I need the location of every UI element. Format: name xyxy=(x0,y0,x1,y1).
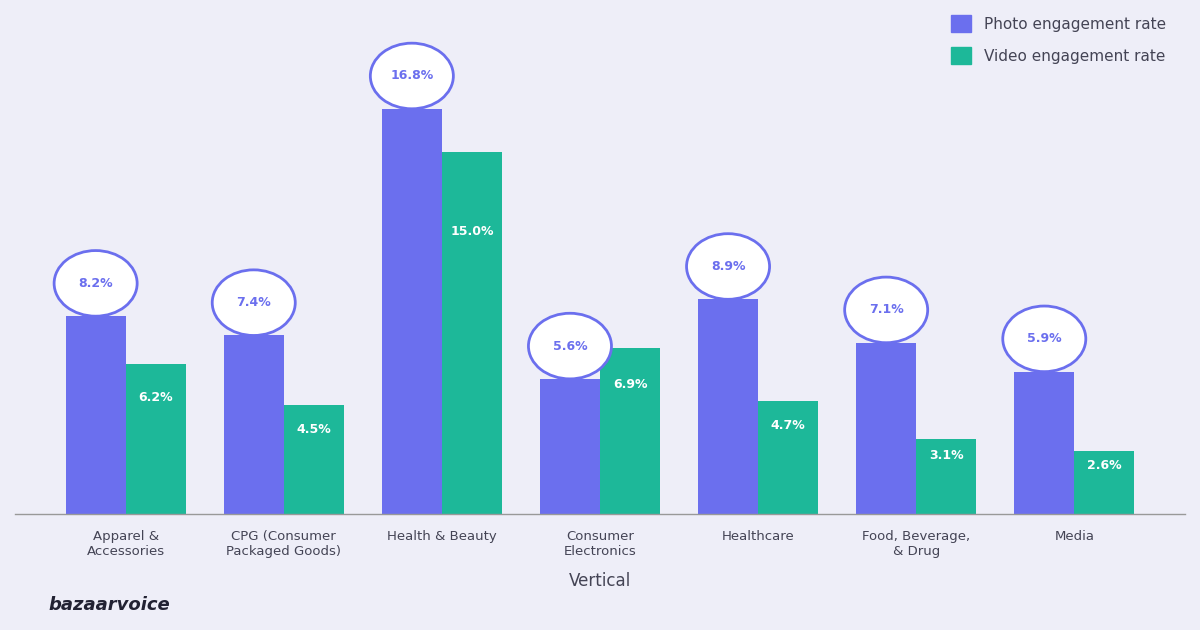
Bar xyxy=(540,379,600,514)
Ellipse shape xyxy=(371,43,454,109)
Bar xyxy=(283,406,344,514)
Legend: Photo engagement rate, Video engagement rate: Photo engagement rate, Video engagement … xyxy=(952,15,1165,64)
Bar xyxy=(856,343,917,514)
Bar xyxy=(66,316,126,514)
Bar xyxy=(758,401,818,514)
Text: 16.8%: 16.8% xyxy=(390,69,433,83)
Text: 6.2%: 6.2% xyxy=(138,391,173,404)
Text: 5.9%: 5.9% xyxy=(1027,333,1062,345)
Text: 5.6%: 5.6% xyxy=(553,340,587,353)
Text: 15.0%: 15.0% xyxy=(450,226,493,238)
Bar xyxy=(442,152,502,514)
Bar xyxy=(126,364,186,514)
Bar xyxy=(382,109,442,514)
Text: 7.1%: 7.1% xyxy=(869,304,904,316)
Ellipse shape xyxy=(1003,306,1086,372)
Bar xyxy=(223,336,283,514)
Ellipse shape xyxy=(54,251,137,316)
Text: 6.9%: 6.9% xyxy=(613,377,647,391)
Text: 2.6%: 2.6% xyxy=(1087,459,1122,471)
Ellipse shape xyxy=(528,313,612,379)
Text: 3.1%: 3.1% xyxy=(929,449,964,462)
Ellipse shape xyxy=(845,277,928,343)
Ellipse shape xyxy=(212,270,295,336)
Bar xyxy=(600,348,660,514)
Bar xyxy=(1074,451,1134,514)
Text: 4.7%: 4.7% xyxy=(770,419,805,432)
Bar xyxy=(698,299,758,514)
Text: 8.9%: 8.9% xyxy=(710,260,745,273)
Text: 7.4%: 7.4% xyxy=(236,296,271,309)
Text: 8.2%: 8.2% xyxy=(78,277,113,290)
Text: 4.5%: 4.5% xyxy=(296,423,331,436)
Text: bazaarvoice: bazaarvoice xyxy=(48,596,169,614)
Ellipse shape xyxy=(686,234,769,299)
Bar xyxy=(1014,372,1074,514)
Bar xyxy=(917,439,977,514)
X-axis label: Vertical: Vertical xyxy=(569,572,631,590)
